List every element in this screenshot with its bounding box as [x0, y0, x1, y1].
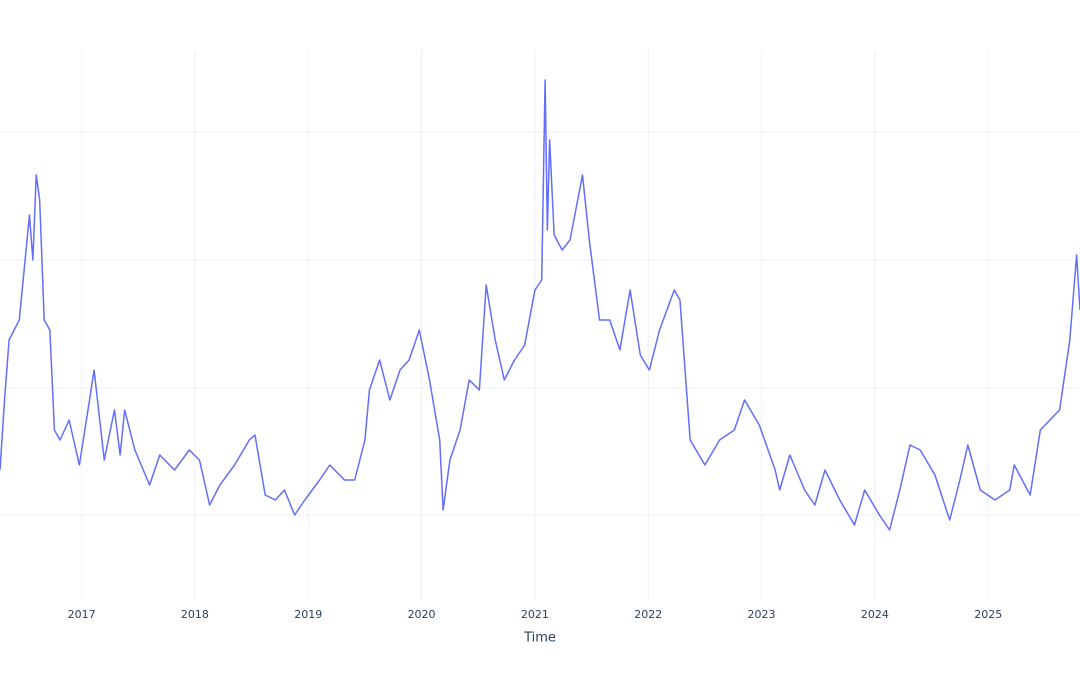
line: [0, 79, 1080, 531]
x-tick-label: 2024: [861, 608, 889, 621]
x-tick-label: 2025: [974, 608, 1002, 621]
x-axis-title: Time: [523, 631, 556, 646]
x-tick-label: 2021: [521, 608, 549, 621]
x-tick-label: 2022: [634, 608, 662, 621]
x-tick-label: 2023: [748, 608, 776, 621]
x-tick-label: 2018: [181, 608, 209, 621]
x-tick-label: 2019: [294, 608, 322, 621]
x-tick-label: 2017: [68, 608, 96, 621]
x-tick-label: 2020: [408, 608, 436, 621]
